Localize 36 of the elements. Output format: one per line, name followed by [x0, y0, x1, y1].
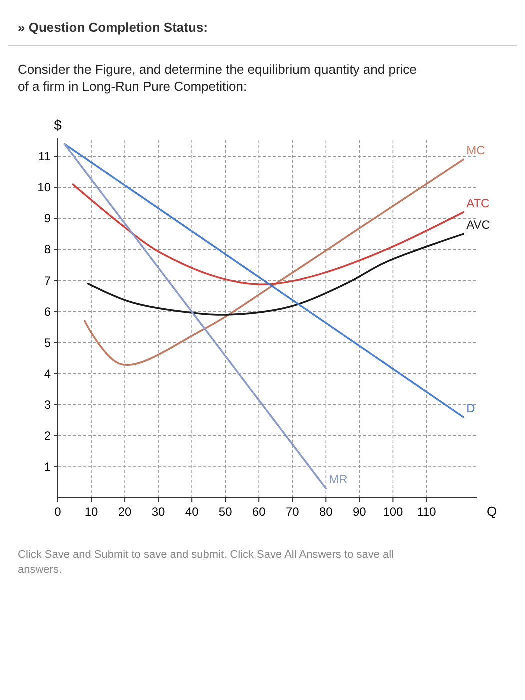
y-tick-label: 8 — [44, 242, 52, 257]
y-tick-label: 4 — [44, 366, 52, 381]
x-tick-label: 110 — [417, 505, 437, 519]
y-tick-label: 6 — [44, 304, 52, 319]
x-tick-label: 40 — [185, 505, 200, 519]
x-tick-label: 20 — [118, 505, 132, 519]
line-series — [87, 233, 464, 316]
x-tick-label: 100 — [383, 505, 404, 519]
chart-title: Consider the Figure, and determine the equilibrium quantity and price of a firm in Long-Run Pure Competition: — [18, 62, 417, 94]
y-tick-label: 10 — [38, 180, 52, 195]
series-label: MR — [329, 472, 348, 487]
x-tick-label: 60 — [252, 505, 266, 519]
x-tick-label: 0 — [54, 505, 62, 519]
x-tick-label: 10 — [84, 505, 99, 519]
y-tick-label: 9 — [44, 212, 52, 226]
line-series — [84, 158, 464, 366]
y-tick-label: 11 — [38, 150, 52, 164]
y-tick-label: 2 — [44, 428, 52, 443]
series-label: MC — [466, 144, 486, 158]
y-tick-label: 3 — [44, 398, 52, 412]
y-tick-label: 5 — [44, 336, 52, 350]
x-tick-label: 50 — [218, 505, 233, 519]
text: » Question Completion Status: — [18, 20, 208, 35]
series-label: D — [466, 401, 476, 416]
x-axis-title: Q — [487, 504, 498, 519]
x-tick-label: 80 — [319, 505, 334, 519]
x-tick-label: 70 — [286, 505, 300, 519]
x-tick-label: 90 — [353, 505, 367, 519]
line-series — [72, 184, 464, 286]
y-tick-label: 7 — [44, 274, 52, 288]
y-axis-title: $ — [54, 117, 62, 133]
text: Click Save and Submit to save and submit. Click Save All Answers to save all answers. — [18, 549, 394, 576]
y-tick-label: 1 — [44, 460, 52, 474]
series-label: ATC — [466, 196, 490, 210]
series-label: AVC — [466, 218, 491, 232]
x-tick-label: 30 — [152, 505, 166, 519]
